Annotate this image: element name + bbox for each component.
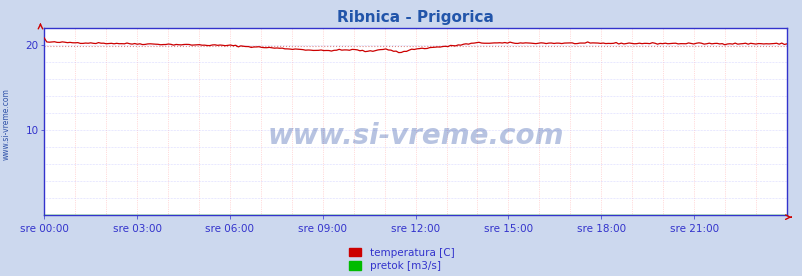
Text: www.si-vreme.com: www.si-vreme.com (2, 88, 11, 160)
Title: Ribnica - Prigorica: Ribnica - Prigorica (337, 10, 493, 25)
Text: www.si-vreme.com: www.si-vreme.com (267, 123, 563, 150)
Legend: temperatura [C], pretok [m3/s]: temperatura [C], pretok [m3/s] (348, 248, 454, 271)
